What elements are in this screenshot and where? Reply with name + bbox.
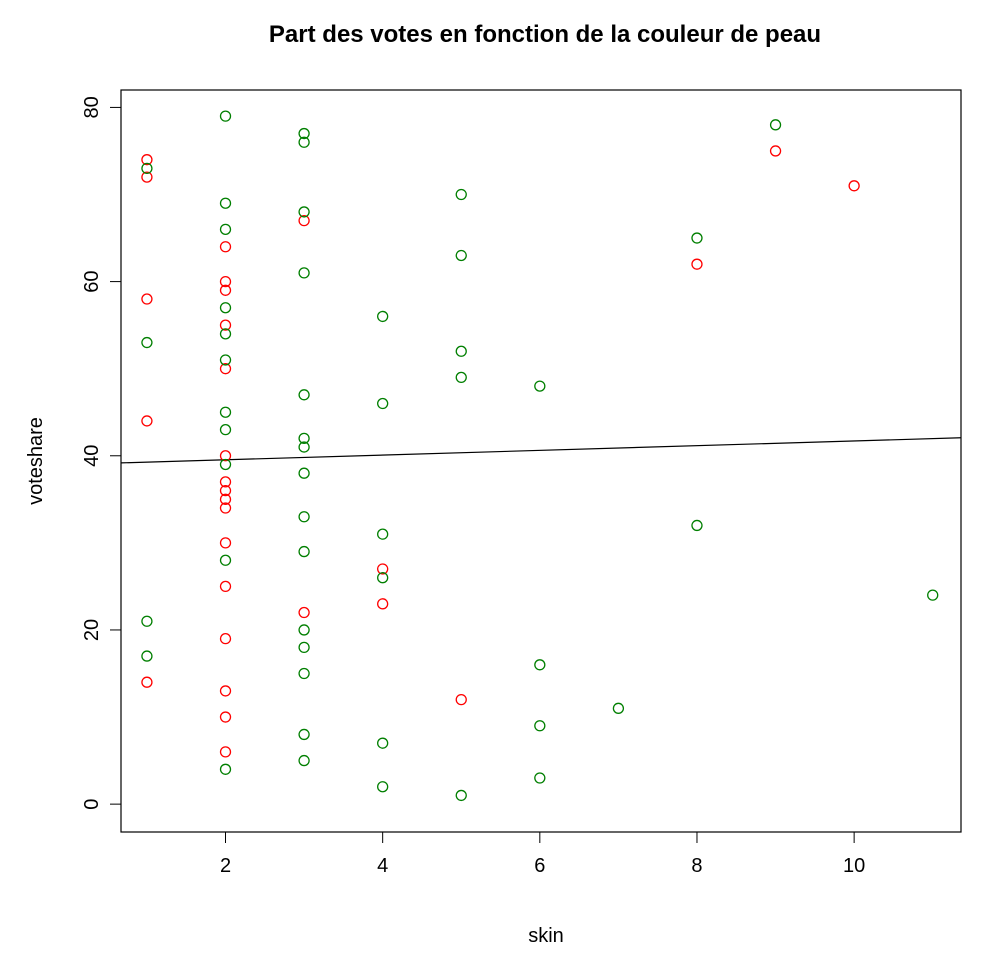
data-point-green <box>534 380 546 392</box>
data-point-green <box>298 432 310 445</box>
data-point-green <box>219 302 232 314</box>
data-point-red <box>141 171 153 183</box>
data-point-green <box>612 702 625 714</box>
data-point-green <box>298 511 310 523</box>
x-tick-label: 2 <box>220 855 231 877</box>
x-tick-label: 8 <box>691 855 702 877</box>
data-point-red <box>219 580 232 593</box>
data-point-green <box>691 519 703 532</box>
x-axis: 2 4 6 8 10 <box>220 831 865 877</box>
data-point-red <box>219 502 232 514</box>
data-point-green <box>534 720 546 732</box>
data-point-red <box>219 711 232 723</box>
data-point-red <box>141 676 153 688</box>
x-tick-label: 6 <box>534 855 545 877</box>
data-point-green <box>455 345 467 357</box>
data-point-green <box>219 554 232 566</box>
data-point-green <box>769 119 782 131</box>
y-tick-label: 20 <box>81 619 103 641</box>
data-point-green <box>377 572 389 584</box>
data-point-red <box>455 693 467 706</box>
data-point-red <box>141 154 153 166</box>
data-point-green <box>298 667 310 680</box>
data-point-red <box>219 484 232 497</box>
data-point-green <box>455 371 467 384</box>
data-point-green <box>377 310 389 323</box>
data-point-green <box>219 110 232 122</box>
x-tick-label: 10 <box>843 855 865 877</box>
data-point-red <box>219 363 232 375</box>
y-tick-label: 60 <box>81 270 103 292</box>
data-point-green <box>298 267 310 279</box>
data-point-red <box>377 563 389 575</box>
data-point-green <box>298 127 310 140</box>
data-point-red <box>219 284 232 296</box>
data-point-green <box>298 206 310 218</box>
data-point-green <box>455 789 467 802</box>
data-point-red <box>219 476 232 488</box>
data-point-green <box>298 754 310 767</box>
data-point-green <box>298 728 310 741</box>
data-point-green <box>219 223 232 235</box>
data-point-red <box>219 493 232 505</box>
data-point-green <box>298 545 310 558</box>
data-point-red <box>219 450 232 462</box>
data-point-green <box>455 249 467 262</box>
chart-title: Part des votes en fonction de la couleur… <box>269 21 821 48</box>
data-point-green <box>219 763 232 775</box>
data-point-red <box>141 293 153 305</box>
data-point-green <box>377 528 389 540</box>
y-tick-label: 0 <box>81 799 103 810</box>
data-point-red <box>219 746 232 758</box>
data-point-green <box>141 615 153 627</box>
data-point-green <box>298 641 310 654</box>
data-point-red <box>219 319 232 331</box>
data-point-green <box>377 781 389 793</box>
x-tick-label: 4 <box>377 855 388 877</box>
data-point-green <box>377 737 389 749</box>
data-point-red <box>219 537 232 549</box>
data-point-red <box>691 258 703 270</box>
data-point-green <box>927 589 939 601</box>
data-point-green <box>219 458 232 471</box>
data-point-green <box>141 650 153 662</box>
data-point-red <box>298 214 310 227</box>
data-point-green <box>455 188 467 201</box>
y-axis: 0 20 40 60 80 <box>81 96 122 810</box>
data-point-green <box>298 467 310 479</box>
data-point-red <box>848 180 860 192</box>
data-point-green <box>691 232 703 244</box>
x-axis-label: skin <box>528 925 564 947</box>
data-point-red <box>219 275 232 288</box>
y-tick-label: 80 <box>81 96 103 118</box>
data-point-red <box>377 598 389 610</box>
data-point-green <box>298 441 310 453</box>
data-point-green <box>534 772 546 784</box>
data-point-green <box>219 423 232 436</box>
y-axis-label: voteshare <box>25 417 47 505</box>
plot-area <box>120 110 962 802</box>
data-point-green <box>298 624 310 636</box>
data-point-green <box>219 197 232 209</box>
data-point-green <box>141 336 153 349</box>
data-point-green <box>141 162 153 175</box>
data-point-red <box>298 606 310 619</box>
data-point-red <box>219 633 232 645</box>
data-point-red <box>769 145 782 157</box>
data-point-green <box>219 406 232 418</box>
data-point-red <box>141 415 153 427</box>
data-point-green <box>298 136 310 148</box>
y-tick-label: 40 <box>81 445 103 467</box>
data-point-green <box>534 659 546 671</box>
data-point-red <box>219 685 232 697</box>
data-point-green <box>377 397 389 410</box>
data-point-green <box>298 389 310 401</box>
data-point-red <box>219 241 232 253</box>
data-point-green <box>219 354 232 366</box>
regression-line <box>120 437 962 464</box>
data-point-green <box>219 328 232 340</box>
